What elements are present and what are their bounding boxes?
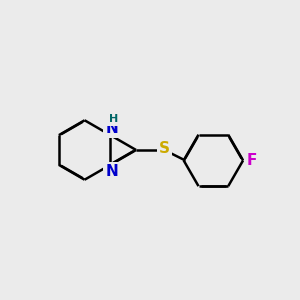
Text: H: H bbox=[109, 114, 118, 124]
Text: F: F bbox=[246, 153, 256, 168]
Text: S: S bbox=[159, 141, 170, 156]
Text: N: N bbox=[106, 164, 118, 179]
Text: N: N bbox=[106, 121, 118, 136]
